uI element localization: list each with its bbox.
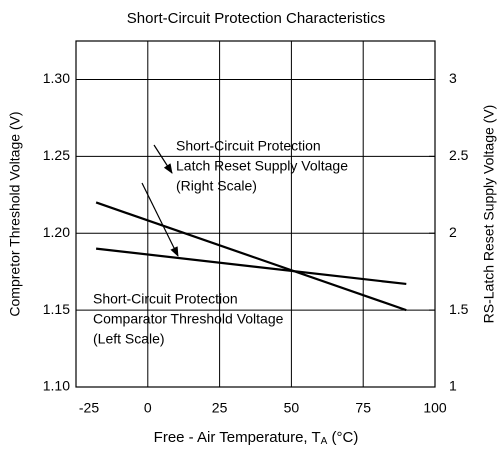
y-tick-label: 1.10 bbox=[43, 378, 70, 394]
annotation-text: (Right Scale) bbox=[176, 178, 257, 194]
x-axis-label-sub: A bbox=[321, 436, 328, 447]
y2-tick-label: 2.5 bbox=[449, 147, 469, 163]
x-axis-label: Free - Air Temperature, TA (°C) bbox=[154, 429, 359, 447]
annotation-text: Latch Reset Supply Voltage bbox=[176, 158, 348, 174]
x-tick-label: 0 bbox=[144, 400, 152, 416]
annotation-text: (Left Scale) bbox=[93, 331, 165, 347]
x-tick-label: 25 bbox=[212, 400, 228, 416]
annotation-text: Short-Circuit Protection bbox=[176, 138, 321, 154]
chart-title: Short-Circuit Protection Characteristics bbox=[127, 10, 385, 27]
y-tick-label: 1.30 bbox=[43, 70, 70, 86]
x-tick-label: 50 bbox=[284, 400, 300, 416]
y2-tick-label: 2 bbox=[449, 224, 457, 240]
y-tick-label: 1.15 bbox=[43, 301, 70, 317]
x-tick-label: 100 bbox=[423, 400, 447, 416]
x-axis-label-text: Free - Air Temperature, T bbox=[154, 429, 321, 446]
annotation-text: Short-Circuit Protection bbox=[93, 291, 238, 307]
y-axis-label: Compretor Threshold Voltage (V) bbox=[7, 111, 23, 316]
annotation-text: Comparator Threshold Voltage bbox=[93, 311, 284, 327]
series-line bbox=[95, 201, 407, 312]
y2-tick-label: 1 bbox=[449, 378, 457, 394]
y2-tick-label: 3 bbox=[449, 70, 457, 86]
annotation-arrow bbox=[153, 144, 173, 174]
y-tick-label: 1.25 bbox=[43, 147, 70, 163]
x-tick-label: 75 bbox=[355, 400, 371, 416]
y2-tick-label: 1.5 bbox=[449, 301, 469, 317]
x-axis-label-unit: (°C) bbox=[327, 429, 358, 446]
y-tick-label: 1.20 bbox=[43, 224, 70, 240]
x-tick-label: -25 bbox=[79, 400, 99, 416]
series-line bbox=[95, 247, 407, 286]
y2-axis-label: RS-Latch Reset Supply Voltage (V) bbox=[481, 105, 497, 324]
